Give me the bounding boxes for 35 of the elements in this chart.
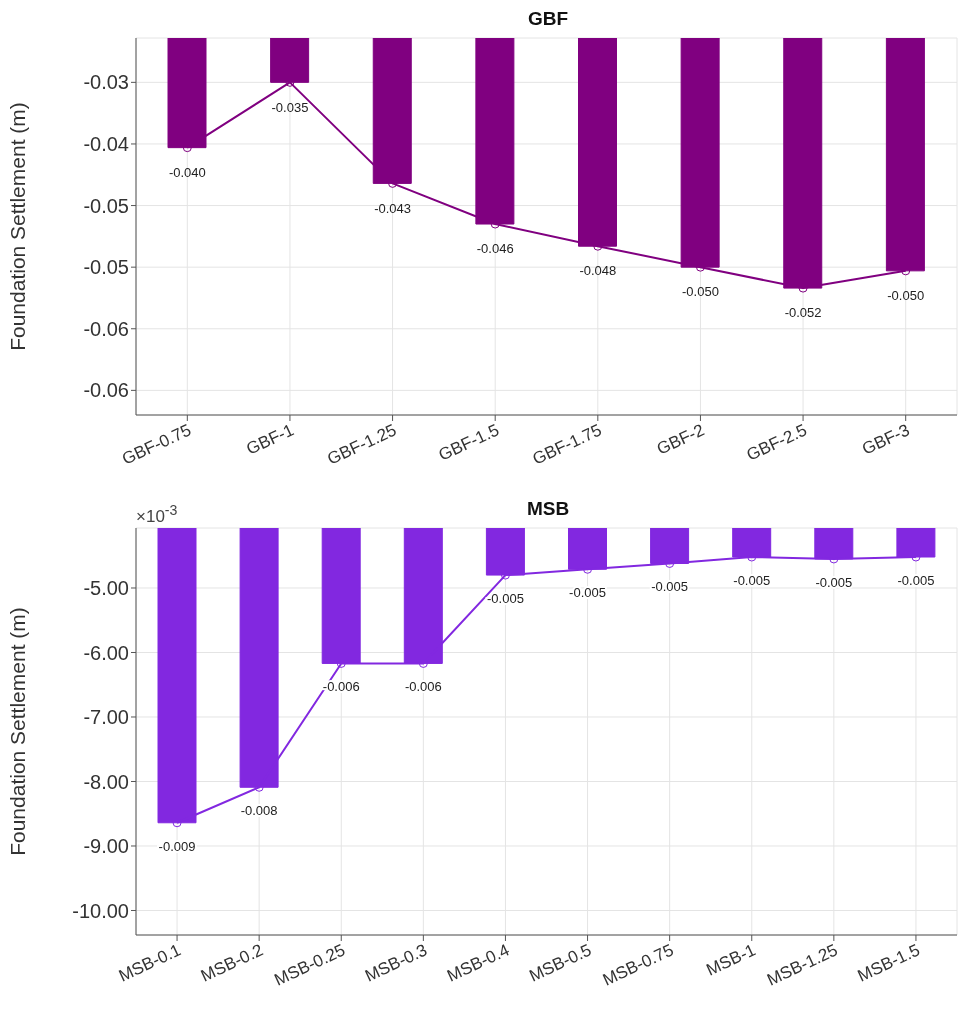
y-tick-label: -8.00 <box>83 770 129 793</box>
annotation: -0.005 <box>815 574 853 590</box>
y-tick-label: -5.00 <box>83 577 129 600</box>
y-tick-label: -0.06 <box>83 317 129 340</box>
chart-title: MSB <box>526 498 570 519</box>
annotation: -0.009 <box>158 838 196 854</box>
data-label: -0.048 <box>579 263 617 279</box>
annotation: -0.005 <box>487 591 524 607</box>
text: ×10$^{-3}$ <box>136 502 178 527</box>
y-axis-title: Foundation Settlement (m) <box>6 102 30 351</box>
data-label: -0.035 <box>271 99 309 115</box>
y-tick-label: -10.00 <box>72 899 129 922</box>
y-tick-label: -0.03 <box>83 71 129 94</box>
data-label: -0.043 <box>374 200 411 216</box>
annotation: -0.005 <box>897 573 935 589</box>
y-tick-label: -0.05 <box>83 194 129 217</box>
y-tick-label: -0.05 <box>83 256 129 279</box>
y-tick-label: -0.06 <box>83 379 129 402</box>
data-label: -0.050 <box>887 288 925 304</box>
annotation: -0.006 <box>404 679 442 695</box>
data-label: -0.052 <box>784 305 822 321</box>
y-tick-label: -9.00 <box>83 835 129 858</box>
y-axis-title: Foundation Settlement (m) <box>6 607 30 856</box>
data-label: -0.050 <box>682 284 719 300</box>
annotation: -0.005 <box>733 573 771 589</box>
y-tick-label: -6.00 <box>83 641 129 664</box>
chart-title: GBF <box>526 8 570 30</box>
annotation: -0.008 <box>240 803 278 819</box>
y-tick-label: -7.00 <box>83 706 129 729</box>
x-tick-label: GBF-1 <box>243 420 297 459</box>
data-label: -0.046 <box>476 241 514 257</box>
y-tick-label: -0.04 <box>83 133 129 156</box>
data-label: -0.040 <box>168 164 206 180</box>
annotation: -0.005 <box>569 585 606 601</box>
annotation: -0.005 <box>651 579 689 595</box>
